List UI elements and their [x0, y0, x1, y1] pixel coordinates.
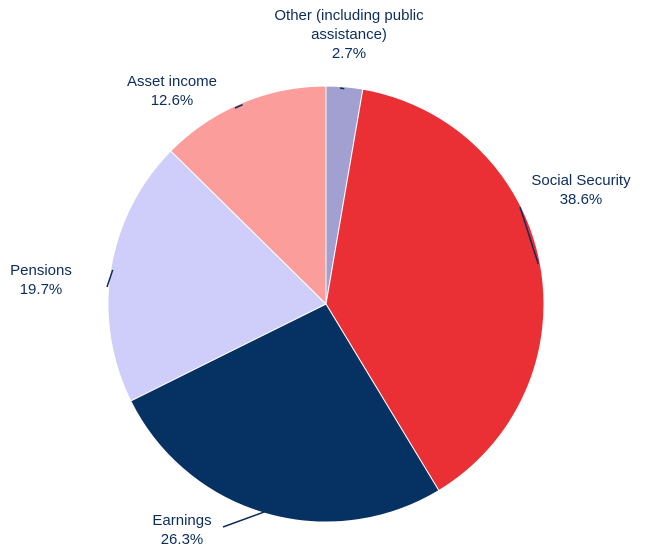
- slice-label-other-including-public-assistance: Other (including public assistance) 2.7%: [274, 7, 424, 62]
- pie-slice-earnings: [130, 303, 440, 523]
- pie-slice-asset-income: [170, 85, 327, 306]
- leader-line-asset-income: [234, 104, 243, 109]
- leader-line-earnings: [222, 510, 266, 528]
- slice-name-text: Asset income: [127, 73, 217, 90]
- pie-slice-social-security: [325, 88, 545, 492]
- slice-name-text: Social Security: [531, 172, 631, 189]
- slice-label-asset-income: Asset income 12.6%: [127, 73, 217, 109]
- slice-label-earnings: Earnings 26.3%: [152, 512, 211, 548]
- leader-lines: [106, 87, 539, 528]
- slice-value-text: 26.3%: [161, 531, 204, 548]
- pie-slices: [107, 85, 545, 523]
- slice-name-text: Earnings: [152, 512, 211, 529]
- slice-name-text: assistance): [311, 26, 387, 43]
- leader-line-pensions: [106, 269, 114, 288]
- slice-name-text: Pensions: [10, 262, 72, 279]
- slice-label-social-security: Social Security 38.6%: [531, 172, 631, 208]
- slice-value-text: 12.6%: [151, 92, 194, 109]
- slice-value-text: 38.6%: [560, 191, 603, 208]
- leader-line-social-security: [519, 206, 539, 265]
- pie-slice-pensions: [107, 150, 327, 402]
- slice-label-pensions: Pensions 19.7%: [10, 262, 72, 298]
- slice-value-text: 19.7%: [20, 281, 63, 298]
- leader-line-other-including-public-assistance: [339, 87, 345, 90]
- slice-value-text: 2.7%: [332, 45, 366, 62]
- slice-labels: Other (including public assistance) 2.7% So…: [10, 7, 631, 548]
- slice-name-text: Other (including public: [274, 7, 424, 24]
